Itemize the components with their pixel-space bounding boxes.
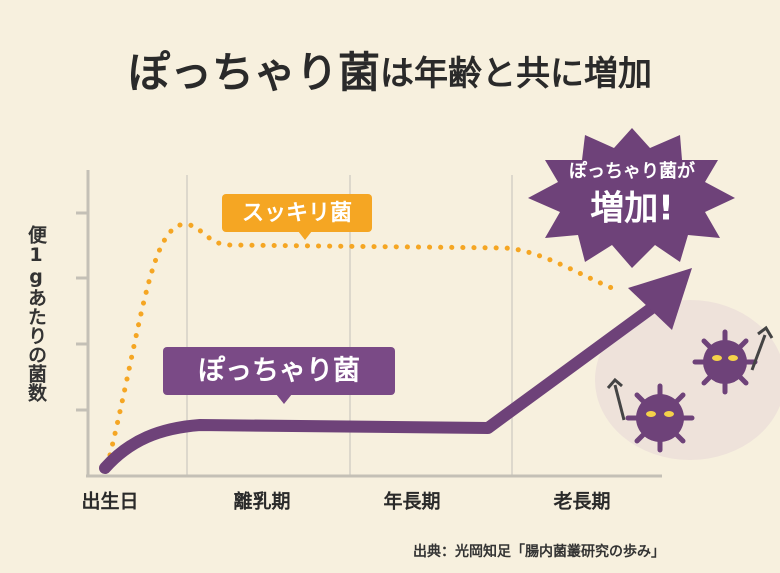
good-label-text: スッキリ菌: [242, 201, 352, 226]
arrow-head: [628, 268, 692, 330]
source: 出典：光岡知足「腸内菌叢研究の歩み」: [413, 543, 665, 560]
title-rest: は年齢と共に増加: [380, 54, 652, 94]
x-label: 年長期: [383, 490, 440, 513]
bacteria-icon: [606, 325, 774, 453]
burst-text: 増加!: [590, 189, 674, 229]
y-ticks: [76, 211, 88, 412]
x-label: 出生日: [81, 490, 138, 513]
bad-label: ぽっちゃり菌: [163, 347, 395, 404]
good-bacteria-curve: [107, 221, 615, 458]
burst-text: ぽっちゃり菌が: [569, 160, 695, 182]
x-label: 老長期: [553, 490, 610, 513]
title: ぽっちゃり菌は年齢と共に増加: [128, 48, 652, 97]
x-label: 離乳期: [233, 490, 290, 513]
y-axis-label: 便1gあたりの菌数: [25, 225, 47, 403]
bad-label-text: ぽっちゃり菌: [198, 355, 360, 387]
bad-bacteria-curve: [99, 296, 666, 474]
title-main: ぽっちゃり菌: [128, 48, 380, 97]
good-label: スッキリ菌: [222, 194, 372, 240]
burst: [528, 128, 735, 268]
